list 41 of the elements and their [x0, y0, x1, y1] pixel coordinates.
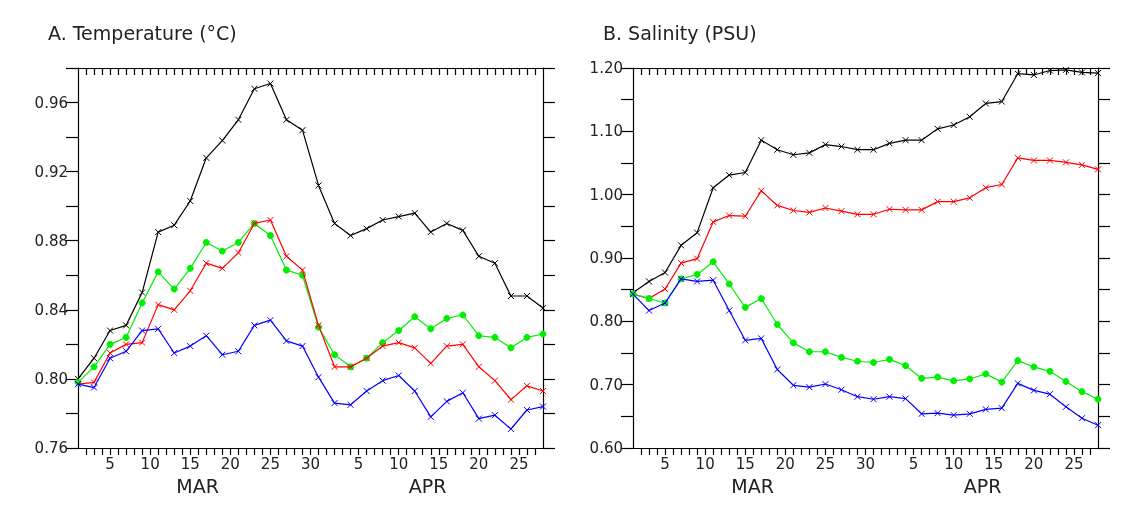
text: MAR — [176, 474, 219, 497]
x-tick-label: 5 — [908, 454, 919, 473]
x-tick-label: 5 — [105, 454, 115, 473]
y-tick-label: 0.84 — [34, 300, 68, 319]
y-tick-label: 0.96 — [34, 93, 68, 112]
x-tick-label: 10 — [944, 454, 964, 473]
text: MAR — [731, 474, 774, 497]
y-tick-label: 1.00 — [589, 185, 623, 204]
x-tick-label: 20 — [775, 454, 795, 473]
chart-title: B. Salinity (PSU) — [603, 21, 757, 44]
y-tick-label: 0.90 — [589, 249, 623, 267]
y-tick-label: 1.10 — [589, 122, 623, 141]
y-tick-label: 0.80 — [589, 312, 623, 331]
x-tick-label: 5 — [353, 454, 364, 473]
y-tick-label: 0.80 — [34, 369, 68, 388]
x-tick-label: 25 — [509, 454, 529, 473]
x-tick-label: 25 — [1064, 454, 1084, 473]
x-tick-label: 15 — [180, 454, 200, 473]
y-tick-label: 0.92 — [34, 162, 68, 181]
x-tick-label: 10 — [140, 454, 160, 473]
x-tick-label: 15 — [735, 454, 755, 473]
y-tick-label: 0.88 — [34, 231, 68, 250]
text: APR — [408, 474, 447, 497]
x-tick-label: 30 — [300, 454, 321, 473]
x-tick-label: 10 — [695, 454, 715, 473]
chart-title: A. Temperature (°C) — [48, 21, 237, 44]
y-tick-label: 0.76 — [34, 439, 68, 457]
x-tick-label: 15 — [429, 454, 449, 473]
x-tick-label: 10 — [389, 454, 409, 473]
x-tick-label: 20 — [1024, 454, 1044, 473]
x-tick-label: 15 — [984, 454, 1004, 473]
y-tick-label: 0.60 — [589, 439, 623, 457]
x-tick-label: 25 — [815, 454, 835, 473]
text: APR — [963, 474, 1002, 497]
x-tick-label: 20 — [469, 454, 489, 473]
x-tick-label: 25 — [260, 454, 280, 473]
y-tick-label: 0.70 — [589, 375, 623, 394]
y-tick-label: 1.20 — [589, 59, 623, 77]
x-tick-label: 20 — [220, 454, 240, 473]
x-tick-label: 5 — [660, 454, 670, 473]
x-tick-label: 30 — [855, 454, 876, 473]
